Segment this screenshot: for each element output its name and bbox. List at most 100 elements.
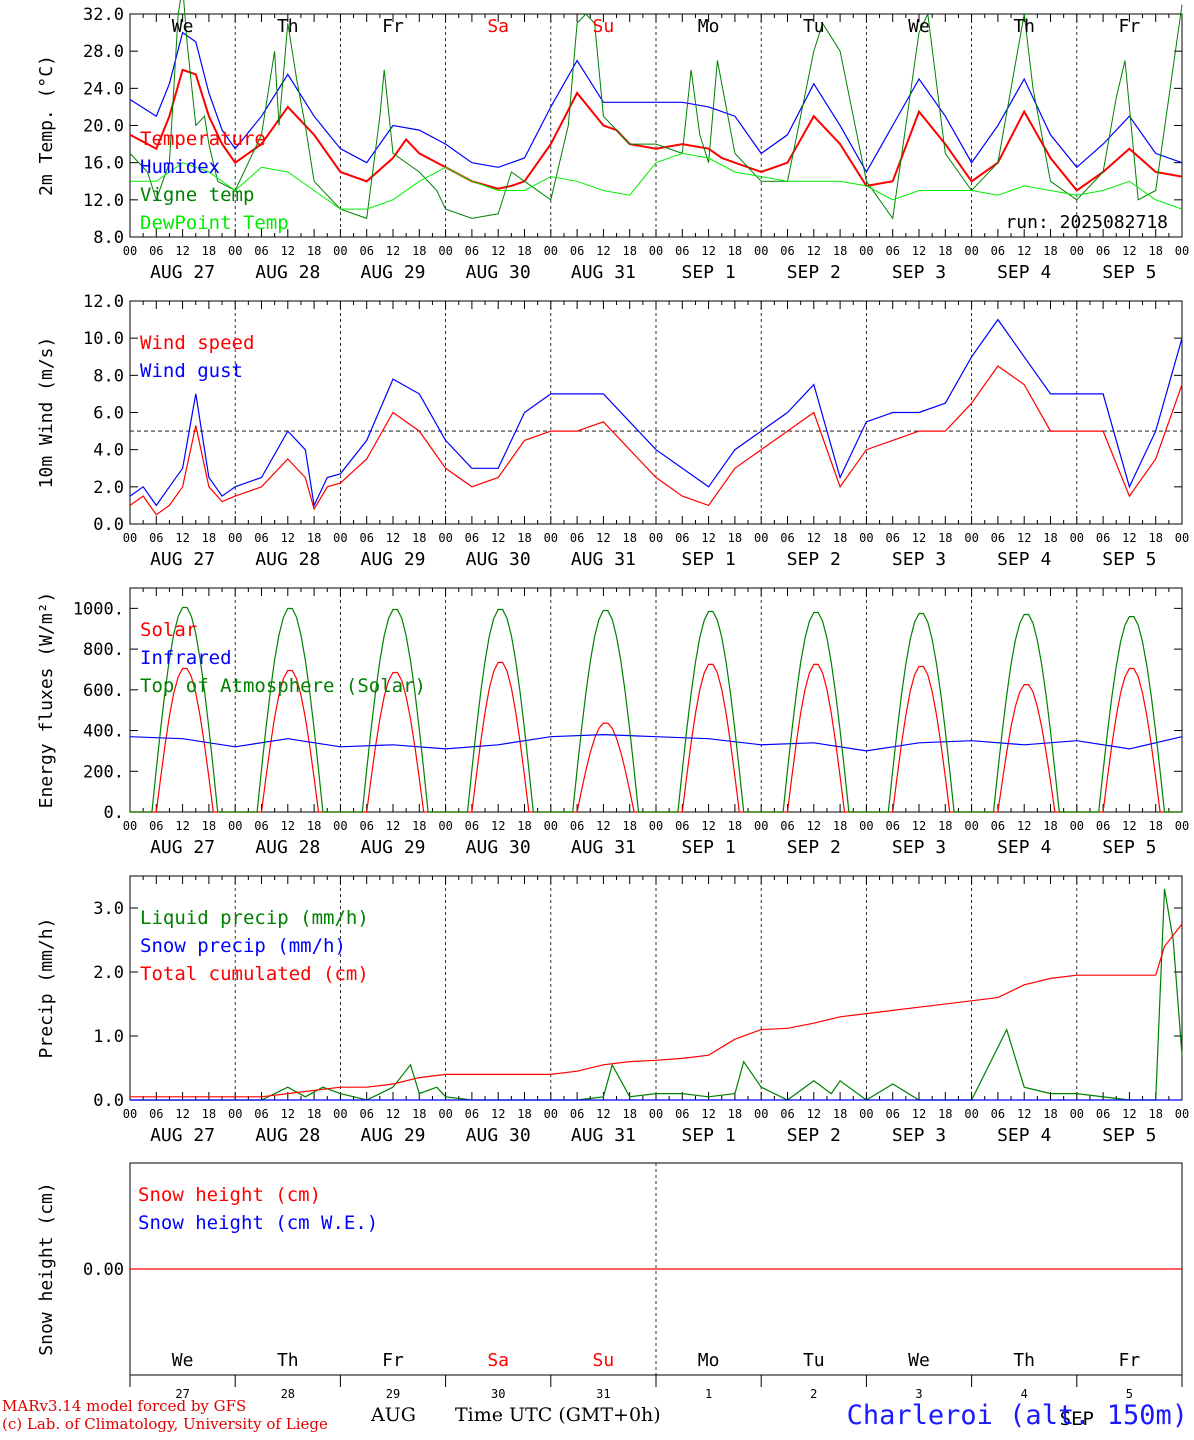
y-axis-label: Energy fluxes (W/m²) [36, 592, 57, 809]
hour-tick-label: 00 [859, 1107, 873, 1121]
hour-tick-label: 00 [544, 1107, 558, 1121]
hour-tick-label: 18 [202, 819, 216, 833]
hour-tick-label: 12 [807, 531, 821, 545]
hour-tick-label: 06 [1096, 244, 1110, 258]
hour-tick-label: 00 [123, 531, 137, 545]
hour-tick-label: 06 [149, 244, 163, 258]
hour-tick-label: 06 [991, 531, 1005, 545]
hour-tick-label: 00 [333, 531, 347, 545]
hour-tick-label: 12 [912, 244, 926, 258]
hour-tick-label: 12 [491, 1107, 505, 1121]
y-axis-label: 10m Wind (m/s) [36, 337, 57, 489]
hour-tick-label: 12 [281, 244, 295, 258]
hour-tick-label: 00 [964, 1107, 978, 1121]
hour-tick-label: 06 [1096, 531, 1110, 545]
y-tick-label: 28.0 [83, 42, 124, 62]
y-tick-label: 24.0 [83, 79, 124, 99]
day-number: 28 [281, 1387, 295, 1401]
hour-tick-label: 00 [123, 244, 137, 258]
hour-tick-label: 12 [175, 819, 189, 833]
day-label: SEP 5 [1102, 837, 1156, 858]
hour-tick-label: 06 [675, 819, 689, 833]
series-line-top-of-atmosphere-solar- [130, 606, 1182, 813]
day-number: 29 [386, 1387, 400, 1401]
legend-entry: Snow height (cm W.E.) [138, 1212, 378, 1234]
series-line-humidex [129, 31, 1183, 174]
hour-tick-label: 06 [885, 244, 899, 258]
hour-tick-label: 18 [622, 819, 636, 833]
y-tick-label: 600. [83, 681, 124, 701]
hour-tick-label: 18 [1043, 531, 1057, 545]
hour-tick-label: 18 [202, 1107, 216, 1121]
weekday-label: Mo [698, 16, 720, 37]
hour-tick-label: 06 [675, 244, 689, 258]
day-number: 1 [705, 1387, 712, 1401]
hour-tick-label: 06 [359, 819, 373, 833]
day-number: 31 [596, 1387, 610, 1401]
day-label: AUG 31 [571, 837, 636, 858]
y-axis-label: Snow height (cm) [36, 1182, 57, 1355]
hour-tick-label: 18 [938, 244, 952, 258]
hour-tick-label: 12 [701, 819, 715, 833]
hour-tick-label: 06 [570, 531, 584, 545]
hour-tick-label: 06 [359, 531, 373, 545]
hour-tick-label: 00 [859, 244, 873, 258]
hour-tick-label: 12 [175, 1107, 189, 1121]
legend-entry: Humidex [140, 156, 220, 178]
hour-tick-label: 00 [964, 819, 978, 833]
hour-tick-label: 00 [649, 244, 663, 258]
hour-tick-label: 06 [465, 531, 479, 545]
day-label: AUG 27 [150, 837, 215, 858]
hour-tick-label: 00 [1175, 819, 1189, 833]
hour-tick-label: 18 [833, 819, 847, 833]
legend-entry: DewPoint Temp [140, 212, 289, 234]
hour-tick-label: 06 [780, 244, 794, 258]
y-tick-label: 0. [104, 803, 124, 823]
hour-tick-label: 12 [281, 819, 295, 833]
hour-tick-label: 00 [1070, 244, 1084, 258]
day-label: AUG 28 [255, 837, 320, 858]
hour-tick-label: 12 [596, 531, 610, 545]
hour-tick-label: 18 [1148, 244, 1162, 258]
series-line-liquid-precip-mm-h- [130, 888, 1183, 1101]
day-label: AUG 30 [466, 1125, 531, 1146]
weekday-label: Fr [1119, 1350, 1141, 1371]
hour-tick-label: 12 [596, 819, 610, 833]
y-tick-label: 0.00 [83, 1260, 124, 1280]
day-label: AUG 28 [255, 1125, 320, 1146]
hour-tick-label: 06 [1096, 819, 1110, 833]
hour-tick-label: 18 [1043, 819, 1057, 833]
hour-tick-label: 12 [491, 819, 505, 833]
y-tick-label: 3.0 [93, 899, 124, 919]
hour-tick-label: 12 [491, 244, 505, 258]
hour-tick-label: 00 [859, 819, 873, 833]
hour-tick-label: 00 [438, 1107, 452, 1121]
y-tick-label: 16.0 [83, 154, 124, 174]
hour-tick-label: 00 [649, 1107, 663, 1121]
y-tick-label: 1.0 [93, 1027, 124, 1047]
hour-tick-label: 00 [1070, 531, 1084, 545]
y-tick-label: 1000. [73, 599, 124, 619]
hour-tick-label: 00 [228, 531, 242, 545]
hour-tick-label: 06 [570, 1107, 584, 1121]
credit-line: (c) Lab. of Climatology, University of L… [2, 1415, 328, 1433]
legend-entry: Total cumulated (cm) [140, 963, 369, 985]
hour-tick-label: 12 [281, 531, 295, 545]
hour-tick-label: 12 [912, 819, 926, 833]
weekday-label: Sa [487, 16, 509, 37]
run-label: run: 2025082718 [1005, 212, 1168, 233]
hour-tick-label: 00 [333, 819, 347, 833]
hour-tick-label: 18 [412, 1107, 426, 1121]
hour-tick-label: 06 [570, 819, 584, 833]
weekday-label: Su [593, 1350, 615, 1371]
hour-tick-label: 06 [675, 1107, 689, 1121]
hour-tick-label: 06 [465, 819, 479, 833]
day-number: 4 [1021, 1387, 1028, 1401]
y-tick-label: 0.0 [93, 1091, 124, 1111]
day-label: SEP 5 [1102, 549, 1156, 570]
hour-tick-label: 18 [622, 244, 636, 258]
hour-tick-label: 00 [1070, 819, 1084, 833]
day-label: SEP 3 [892, 837, 946, 858]
hour-tick-label: 18 [1148, 531, 1162, 545]
day-label: AUG 29 [360, 837, 425, 858]
